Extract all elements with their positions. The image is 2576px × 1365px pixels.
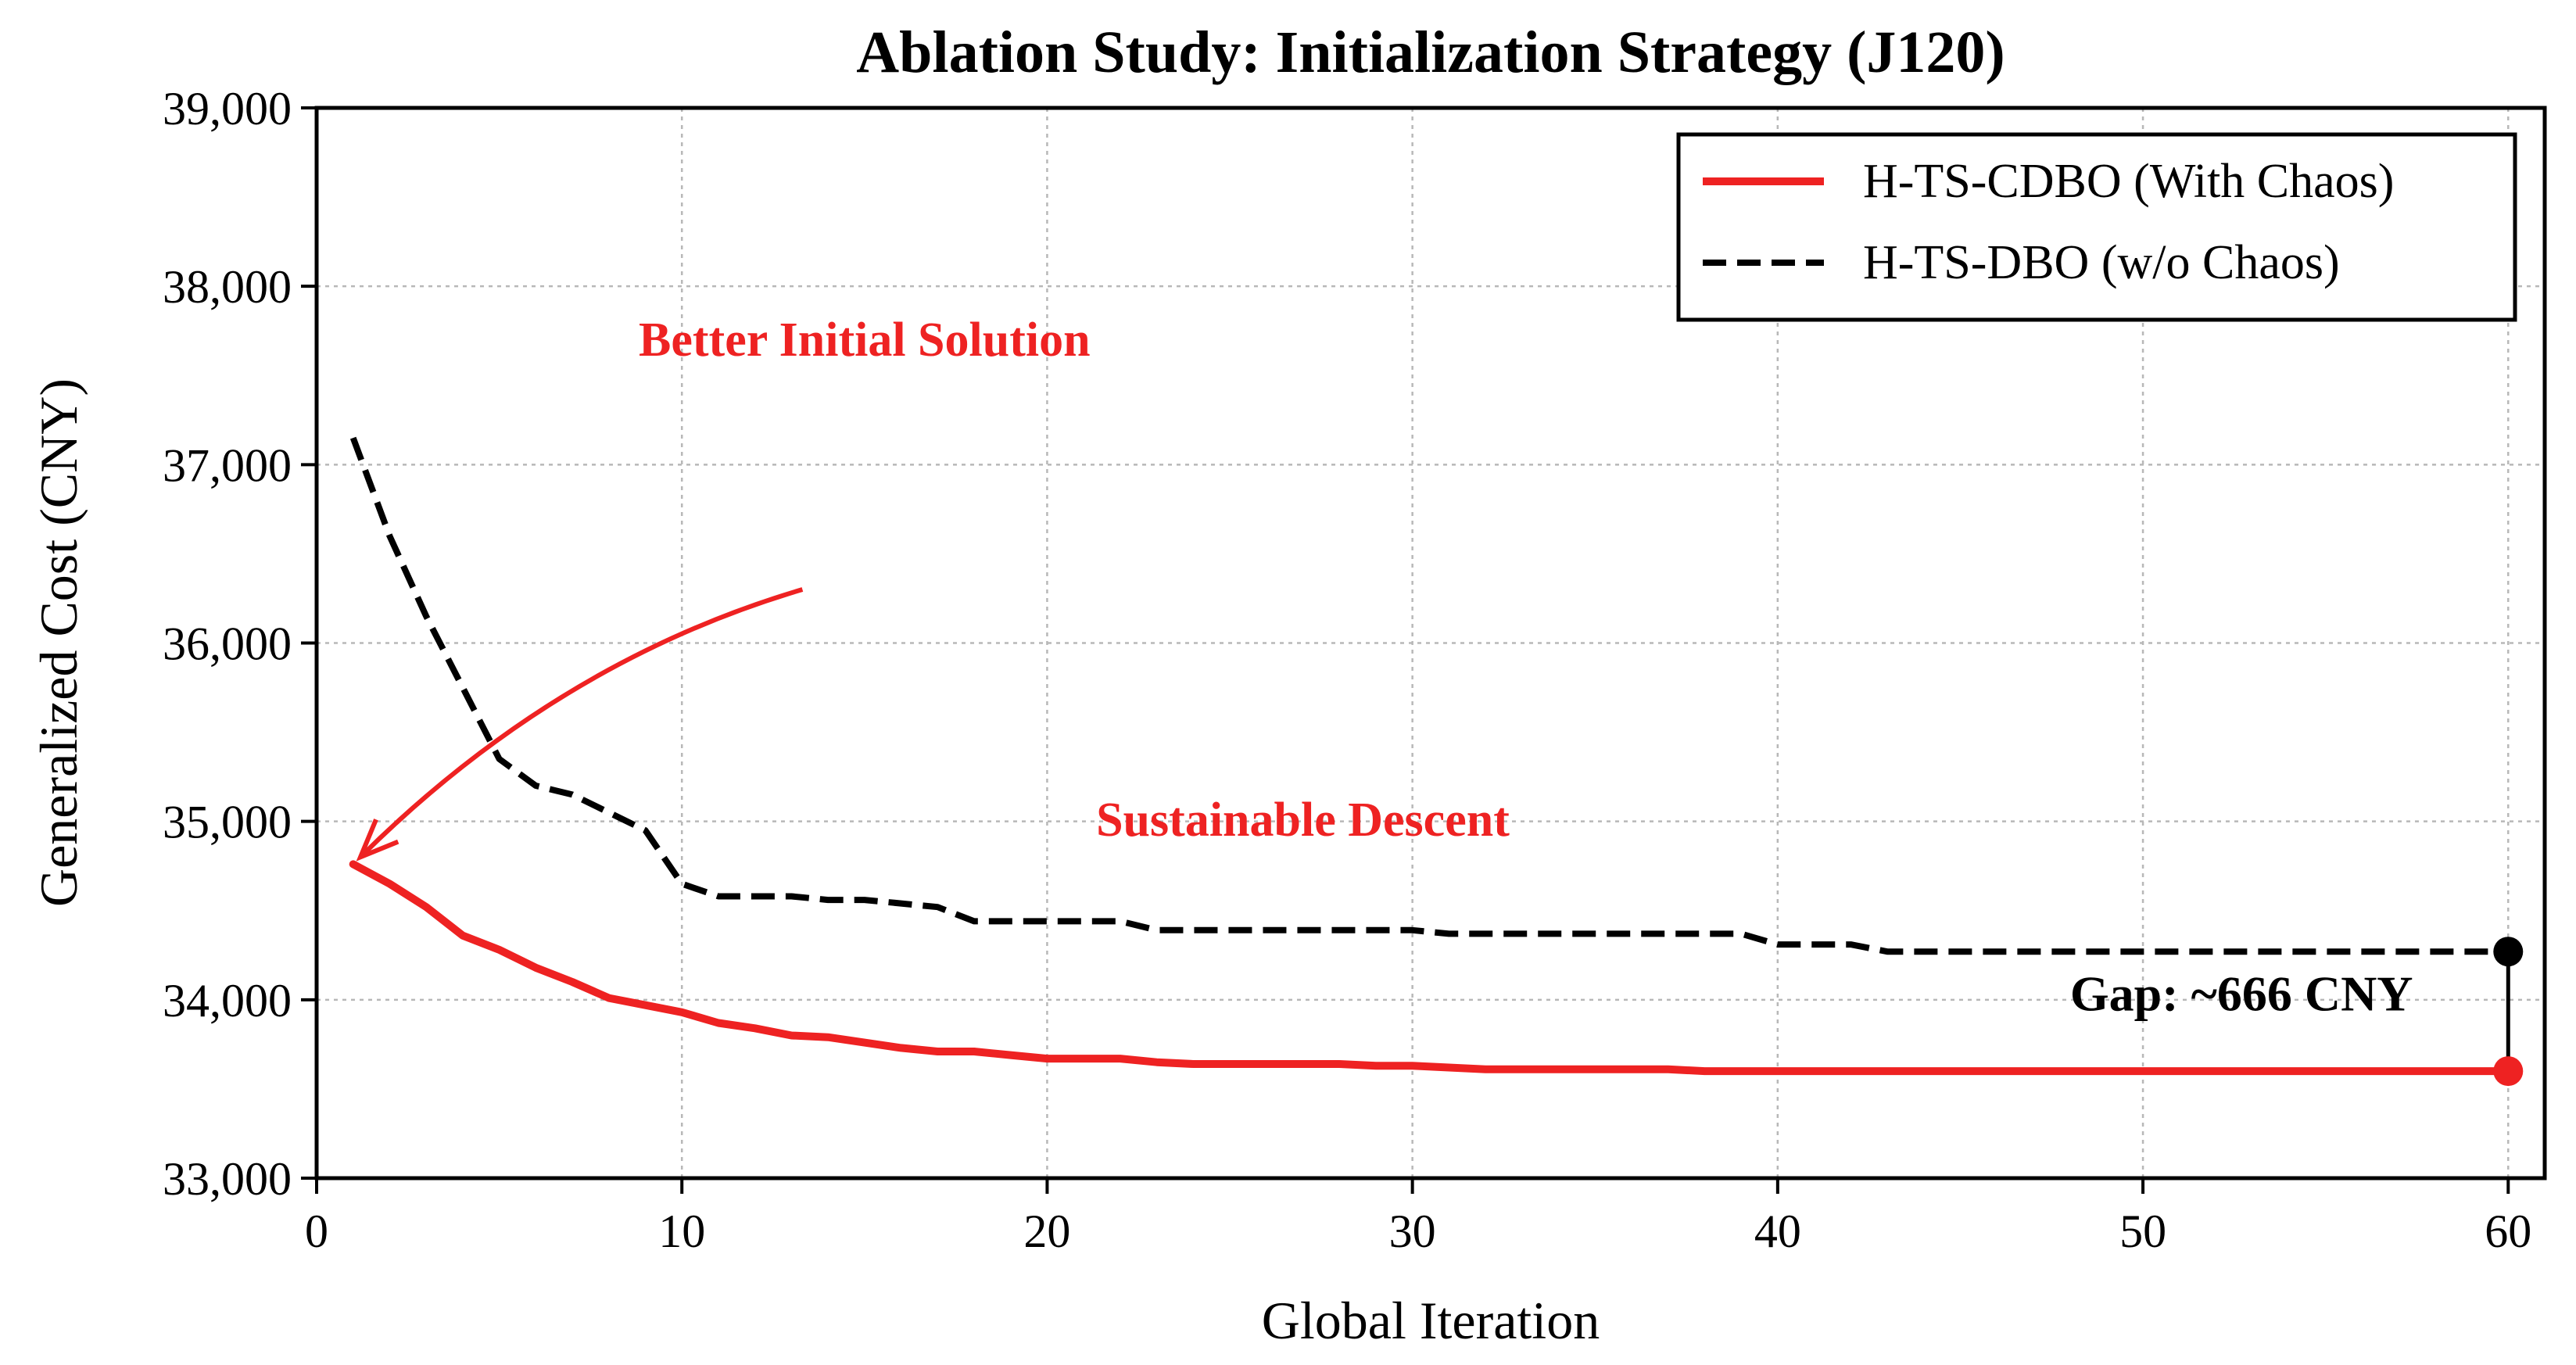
x-tick-label: 50 (2119, 1206, 2166, 1257)
x-axis-label: Global Iteration (1262, 1291, 1600, 1350)
y-axis-label: Generalized Cost (CNY) (29, 378, 88, 907)
y-tick-label: 34,000 (163, 975, 292, 1026)
y-tick-label: 35,000 (163, 797, 292, 848)
annotation-arrow-shaft (358, 587, 804, 859)
chart-title: Ablation Study: Initialization Strategy … (856, 20, 2005, 85)
y-tick-label: 39,000 (163, 83, 292, 134)
y-tick-label: 36,000 (163, 618, 292, 670)
endpoint-marker-dbo (2493, 937, 2524, 967)
y-tick-label: 37,000 (163, 439, 292, 491)
legend-label-cdbo: H-TS-CDBO (With Chaos) (1863, 155, 2394, 208)
annotations: Better Initial Solution Sustainable Desce… (356, 313, 2413, 1022)
x-tick-label: 40 (1754, 1206, 1801, 1257)
plot-frame (314, 106, 2547, 1180)
legend-label-dbo: H-TS-DBO (w/o Chaos) (1863, 236, 2340, 289)
endpoint-marker-cdbo (2493, 1056, 2524, 1087)
legend-box (1676, 132, 2517, 322)
axis-ticks: 0 10 20 30 40 50 60 33,000 34,000 35,000 36,000 37,… (163, 83, 2531, 1257)
annotation-arrow-head (356, 819, 399, 862)
annotation-better-initial: Better Initial Solution (639, 313, 1091, 367)
x-tick-label: 10 (658, 1206, 705, 1257)
annotation-sustainable-descent: Sustainable Descent (1096, 794, 1510, 847)
gap-indicator (2493, 937, 2524, 1087)
x-tick-label: 60 (2485, 1206, 2531, 1257)
x-tick-label: 30 (1389, 1206, 1436, 1257)
x-tick-label: 20 (1023, 1206, 1070, 1257)
y-tick-label: 38,000 (163, 261, 292, 313)
series-line-cdbo (349, 860, 2513, 1076)
series-lines (349, 436, 2513, 1076)
y-tick-label: 33,000 (163, 1153, 292, 1205)
annotation-gap: Gap: ~666 CNY (2070, 966, 2413, 1022)
x-tick-label: 0 (305, 1206, 328, 1257)
legend: H-TS-CDBO (With Chaos) H-TS-DBO (w/o Cha… (1676, 132, 2517, 322)
